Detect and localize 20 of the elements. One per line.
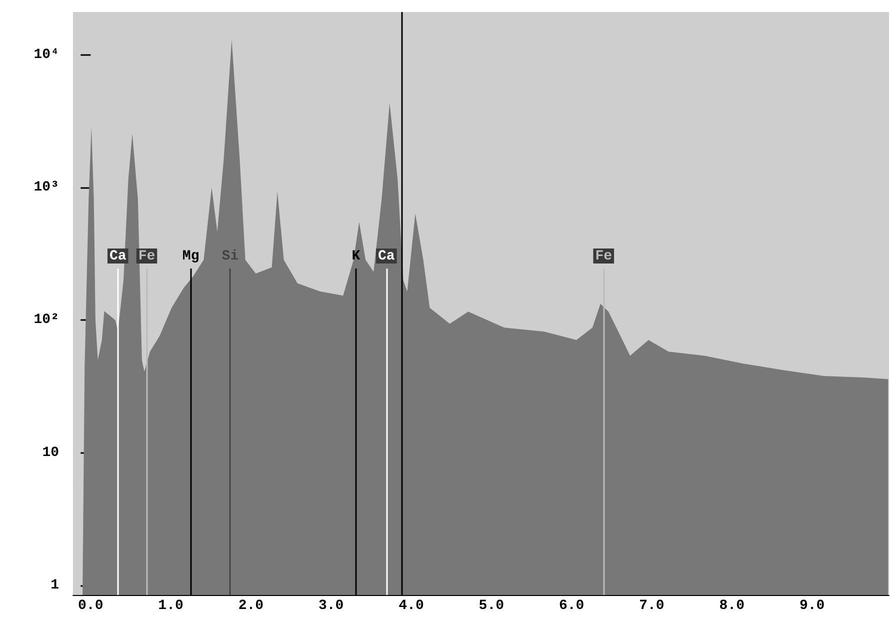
x-tick-label: 3.0: [318, 598, 344, 614]
x-tick-label: 6.0: [558, 598, 584, 614]
ref-line-label: Ca: [378, 248, 396, 265]
y-tick-label: 10³: [34, 179, 59, 196]
x-tick-label: 2.0: [238, 598, 264, 614]
x-tick-label: 9.0: [799, 598, 825, 614]
ref-line-label: Fe: [138, 248, 156, 265]
x-tick-label: 7.0: [639, 598, 664, 614]
y-tick-label: 1: [50, 578, 59, 594]
x-tick-label: 4.0: [398, 598, 424, 614]
x-tick-label: 0.0: [78, 598, 104, 614]
x-tick-label: 5.0: [478, 598, 504, 614]
ref-line-label: Ca: [109, 248, 127, 265]
x-tick-label: 8.0: [719, 598, 744, 614]
ref-line-label: Mg: [182, 248, 200, 265]
y-tick-label: 10²: [34, 312, 59, 328]
x-tick-label: 1.0: [158, 598, 184, 614]
y-tick-label: 10⁴: [34, 46, 59, 63]
ref-line-label: Fe: [595, 248, 612, 265]
y-tick-label: 10: [42, 444, 59, 461]
